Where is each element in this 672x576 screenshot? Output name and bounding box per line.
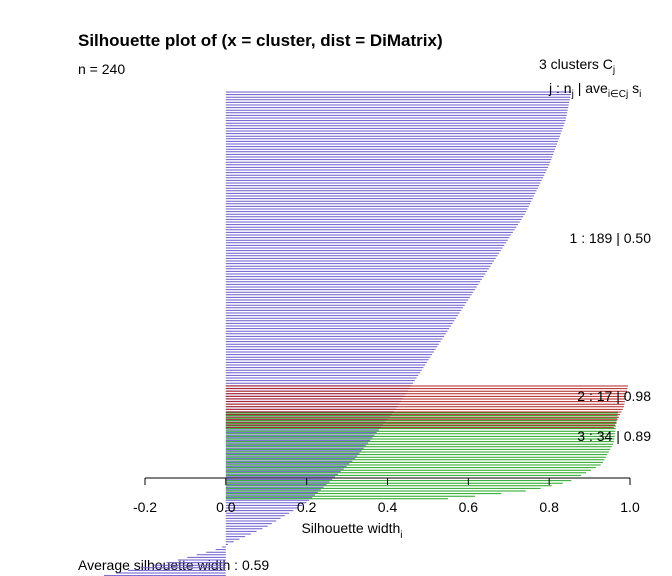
- cluster-count-label: 3 clusters Cj: [539, 56, 615, 76]
- x-axis-tick-label: 0.6: [459, 499, 479, 515]
- x-axis-tick-label: 0.2: [297, 499, 317, 515]
- cluster-2-summary-label: 2 : 17 | 0.98: [577, 388, 651, 404]
- cluster-1-summary-label: 1 : 189 | 0.50: [570, 230, 652, 246]
- x-axis-tick-label: 1.0: [620, 499, 640, 515]
- cluster-3-summary-label: 3 : 34 | 0.89: [577, 428, 651, 444]
- x-axis: -0.2 0.0 0.2 0.4 0.6 0.8 1.0: [133, 477, 640, 515]
- x-axis-tick-label: -0.2: [133, 499, 157, 515]
- x-axis-tick-label: 0.0: [216, 499, 236, 515]
- chart-title: Silhouette plot of (x = cluster, dist = …: [78, 31, 443, 50]
- cluster-columns-label: j : nj | avei∈Cj si: [548, 80, 641, 100]
- x-axis-tick-label: 0.8: [539, 499, 559, 515]
- cluster-2-bars: [225, 385, 628, 429]
- silhouette-bars: [104, 91, 628, 576]
- x-axis-label: Silhouette widthi: [301, 520, 402, 541]
- cluster-table-header: 3 clusters Cj j : nj | avei∈Cj si: [539, 56, 641, 100]
- sample-size-label: n = 240: [78, 61, 126, 77]
- x-axis-tick-label: 0.4: [378, 499, 398, 515]
